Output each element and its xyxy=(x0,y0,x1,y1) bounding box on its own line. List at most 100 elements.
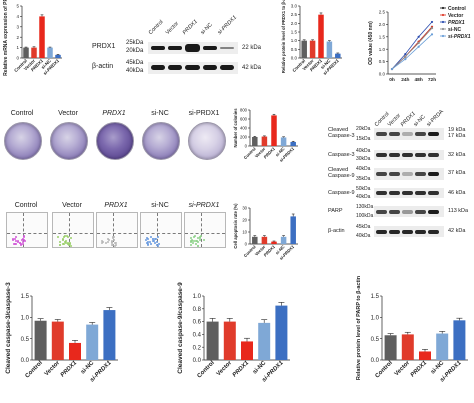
bar xyxy=(401,334,414,360)
flow-dot xyxy=(156,244,159,247)
wb2-band xyxy=(389,172,400,176)
bar xyxy=(280,236,287,244)
bar xyxy=(280,137,287,146)
flow-dot xyxy=(155,240,158,243)
wb2-band xyxy=(389,191,400,195)
wb1-lane-label: Vector xyxy=(164,20,181,36)
y-tick-label: 600 xyxy=(240,116,248,121)
y-tick-label: 1.0 xyxy=(291,38,298,43)
wb1-row-label: β-actin xyxy=(92,63,114,70)
flow-dot xyxy=(155,237,158,240)
category-label: si-NC xyxy=(274,146,285,157)
western-blot-prdx1: Control Vector PRDX1 si-NC si-PRDX1 PRDX1 25… xyxy=(86,2,266,82)
y-tick-label: 30 xyxy=(242,205,247,210)
colony-plate xyxy=(4,122,42,160)
series-point xyxy=(404,55,407,58)
wb1-band xyxy=(220,65,234,70)
y-tick-label: 0.5 xyxy=(371,337,380,343)
series-point xyxy=(417,41,420,45)
y-tick-label: 2.0 xyxy=(291,21,298,26)
bar xyxy=(261,236,268,244)
flow-dot xyxy=(113,236,116,239)
series-line xyxy=(391,27,433,70)
flow-dot xyxy=(149,240,152,243)
legend-marker xyxy=(441,20,445,24)
flow-dot xyxy=(68,243,71,246)
flow-label: PRDX1 xyxy=(104,202,128,209)
y-axis-title: Cleaved caspase-9/caspase-9 xyxy=(177,282,184,374)
legend-label: Vector xyxy=(448,13,463,19)
category-label: Vector xyxy=(44,360,62,378)
series-point xyxy=(417,35,420,38)
quadrant-line xyxy=(69,213,70,247)
wb1-band xyxy=(168,46,182,50)
y-tick-label: 1.0 xyxy=(371,315,380,321)
wb2-band xyxy=(402,153,413,157)
growth-line-chart: 0.0 0.5 1.0 1.5 2.0 2.5 0h 24h 48h 72h OD value (4… xyxy=(368,6,471,83)
colony-plate xyxy=(188,122,226,160)
flow-dot xyxy=(194,240,197,243)
western-blot-apoptosis: Control Vector PRDX1 si-NC si-PRDA Cleaved Ca… xyxy=(328,108,474,258)
y-tick-label: 1.5 xyxy=(379,34,386,39)
flow-plot xyxy=(52,212,94,248)
y-tick-label: 0.0 xyxy=(379,72,386,77)
y-tick-label: 0.5 xyxy=(291,47,298,52)
colony-label: Vector xyxy=(58,110,78,117)
flow-dot xyxy=(152,237,155,240)
flow-dot xyxy=(62,243,65,246)
flow-dot xyxy=(13,238,16,241)
flow-dot xyxy=(70,244,73,247)
bar xyxy=(23,47,29,58)
colony-plate xyxy=(142,122,180,160)
flow-dot xyxy=(193,235,196,238)
flow-dot xyxy=(190,239,193,242)
wb2-size: 46 kDa xyxy=(448,190,466,196)
flow-dot xyxy=(66,243,69,246)
flow-dot xyxy=(107,241,110,244)
quadrant-line xyxy=(53,233,93,234)
x-tick-label: 24h xyxy=(401,77,409,83)
bar xyxy=(384,335,397,360)
category-label: si-NC xyxy=(430,360,446,376)
casp3-chart: 0.0 0.5 1.0 1.5 Cleaved caspase-3/caspase-3 C… xyxy=(2,282,122,402)
wb2-band xyxy=(376,209,387,214)
flow-dot xyxy=(19,241,22,244)
flow-dot xyxy=(59,244,62,247)
legend-label: si-NC xyxy=(448,27,461,33)
y-tick-label: 2.5 xyxy=(379,10,386,15)
bar xyxy=(206,321,219,360)
wb2-marker: 40kDa xyxy=(356,148,371,154)
flow-dot xyxy=(21,238,24,241)
wb2-size: 113 kDa xyxy=(448,208,469,214)
bar xyxy=(31,47,37,58)
wb2-marker: 35kDa xyxy=(356,176,371,182)
bar xyxy=(453,320,466,360)
wb2-band xyxy=(376,132,387,136)
wb2-band xyxy=(402,172,413,176)
wb2-marker: 130kDa xyxy=(356,204,374,210)
flow-dot xyxy=(156,244,159,247)
y-tick-label: 200 xyxy=(240,134,248,139)
flow-dot xyxy=(196,239,199,242)
colony-panel: Control Vector PRDX1 si-NC si-PRDX1 xyxy=(0,108,230,168)
flow-dot xyxy=(114,242,117,245)
flow-dot xyxy=(67,241,70,244)
wb2-marker: 20kDa xyxy=(356,126,371,132)
series-point xyxy=(430,33,434,36)
y-tick-label: 0.0 xyxy=(291,56,298,61)
wb2-marker: 30kDa xyxy=(356,156,371,162)
flow-dot xyxy=(112,236,115,239)
flow-plot xyxy=(140,212,182,248)
flow-dot xyxy=(193,240,196,243)
category-label: Vector xyxy=(216,360,234,378)
y-tick-label: 0.0 xyxy=(371,358,380,364)
wb1-marker: 45kDa xyxy=(126,60,144,66)
flow-plot xyxy=(184,212,226,248)
flow-dot xyxy=(147,240,150,243)
category-label: Vector xyxy=(394,360,412,378)
y-tick-label: 0 xyxy=(245,241,248,246)
bar xyxy=(47,47,53,58)
flow-dot xyxy=(22,238,25,241)
